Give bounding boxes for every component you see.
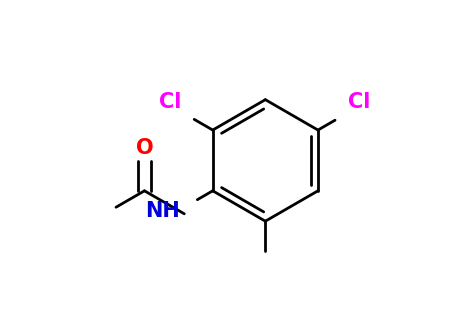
Text: NH: NH — [146, 200, 180, 220]
Text: O: O — [136, 138, 153, 158]
Text: Cl: Cl — [348, 92, 371, 112]
Text: Cl: Cl — [159, 92, 181, 112]
